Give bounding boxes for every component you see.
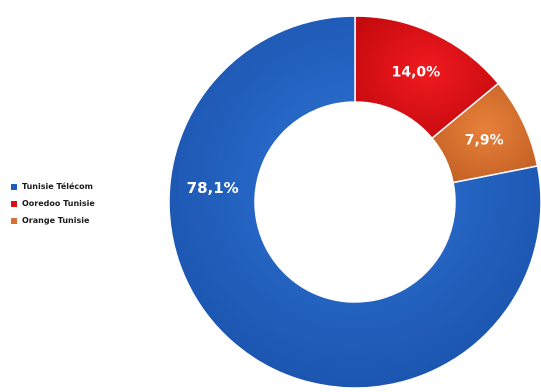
legend-item-orange-tunisie: Orange Tunisie [11, 212, 95, 229]
legend-item-tunisie-telecom: Tunisie Télécom [11, 178, 95, 195]
donut-slices [168, 15, 541, 389]
value-label-ooredoo-tunisie: 14,0% [392, 65, 441, 81]
legend-swatch-orange-tunisie [11, 217, 17, 224]
legend-label-tunisie-telecom: Tunisie Télécom [22, 182, 93, 191]
legend-label-orange-tunisie: Orange Tunisie [22, 216, 90, 225]
donut-value-labels: 14,0% 7,9% 78,1% [187, 65, 504, 197]
value-label-orange-tunisie: 7,9% [465, 133, 504, 149]
legend-item-ooredoo-tunisie: Ooredoo Tunisie [11, 195, 95, 212]
value-label-tunisie-telecom: 78,1% [187, 179, 239, 197]
slice-tunisie-telecom [168, 15, 541, 389]
legend-label-ooredoo-tunisie: Ooredoo Tunisie [22, 199, 95, 208]
chart-legend: Tunisie Télécom Ooredoo Tunisie Orange T… [11, 178, 95, 229]
legend-swatch-ooredoo-tunisie [11, 200, 17, 207]
legend-swatch-tunisie-telecom [11, 183, 17, 190]
